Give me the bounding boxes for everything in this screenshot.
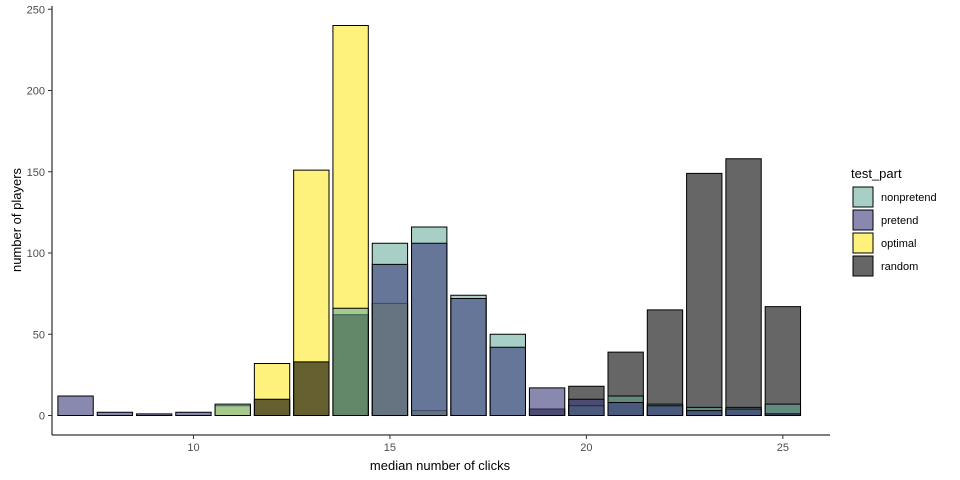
bar-pretend-16 <box>411 242 448 416</box>
bar-random-22 <box>646 309 684 417</box>
x-tick-label-20: 20 <box>580 442 592 454</box>
legend: test_part nonpretend pretend optimal random <box>851 166 937 277</box>
x-tick-label-25: 25 <box>777 442 789 454</box>
bar-pretend-7 <box>57 395 94 416</box>
legend-title: test_part <box>851 166 902 181</box>
bar-pretend-8 <box>96 411 134 416</box>
bars-layer <box>57 25 802 417</box>
bar-pretend-21 <box>607 402 644 416</box>
bar-random-13 <box>293 361 330 417</box>
bar-pretend-17 <box>450 298 487 416</box>
bar-pretend-24 <box>725 408 762 416</box>
y-tick-label-250: 250 <box>27 4 45 16</box>
legend-label-random: random <box>881 261 918 273</box>
bar-pretend-20 <box>568 398 605 416</box>
bar-random-23 <box>686 172 723 417</box>
bar-pretend-23 <box>686 410 723 417</box>
y-axis-title: number of players <box>9 167 24 272</box>
bar-pretend-25 <box>764 413 802 417</box>
bar-nonpretend-14 <box>332 307 369 416</box>
bar-random-24 <box>725 158 762 416</box>
y-tick-label-200: 200 <box>27 86 45 98</box>
legend-label-optimal: optimal <box>881 238 916 250</box>
legend-swatch-pretend <box>852 209 874 231</box>
y-tick-label-50: 50 <box>33 329 45 341</box>
y-tick-label-100: 100 <box>27 248 45 260</box>
y-tick-label-150: 150 <box>27 167 45 179</box>
legend-swatch-random <box>852 255 874 277</box>
bar-pretend-10 <box>175 411 212 416</box>
bar-pretend-19 <box>528 387 566 417</box>
y-tick-label-0: 0 <box>39 411 45 423</box>
legend-swatch-nonpretend <box>852 186 874 208</box>
bar-pretend-18 <box>489 346 526 416</box>
legend-label-nonpretend: nonpretend <box>881 192 937 204</box>
bar-nonpretend-11 <box>214 403 251 417</box>
x-tick-label-10: 10 <box>187 442 199 454</box>
bar-random-25 <box>764 306 802 417</box>
bar-pretend-22 <box>646 405 684 416</box>
bar-pretend-15 <box>371 263 409 417</box>
x-axis-title: median number of clicks <box>370 458 511 473</box>
bar-pretend-9 <box>135 413 173 417</box>
bar-random-12 <box>253 398 291 416</box>
legend-label-pretend: pretend <box>881 215 918 227</box>
x-tick-label-15: 15 <box>384 442 396 454</box>
legend-swatch-optimal <box>852 232 874 254</box>
